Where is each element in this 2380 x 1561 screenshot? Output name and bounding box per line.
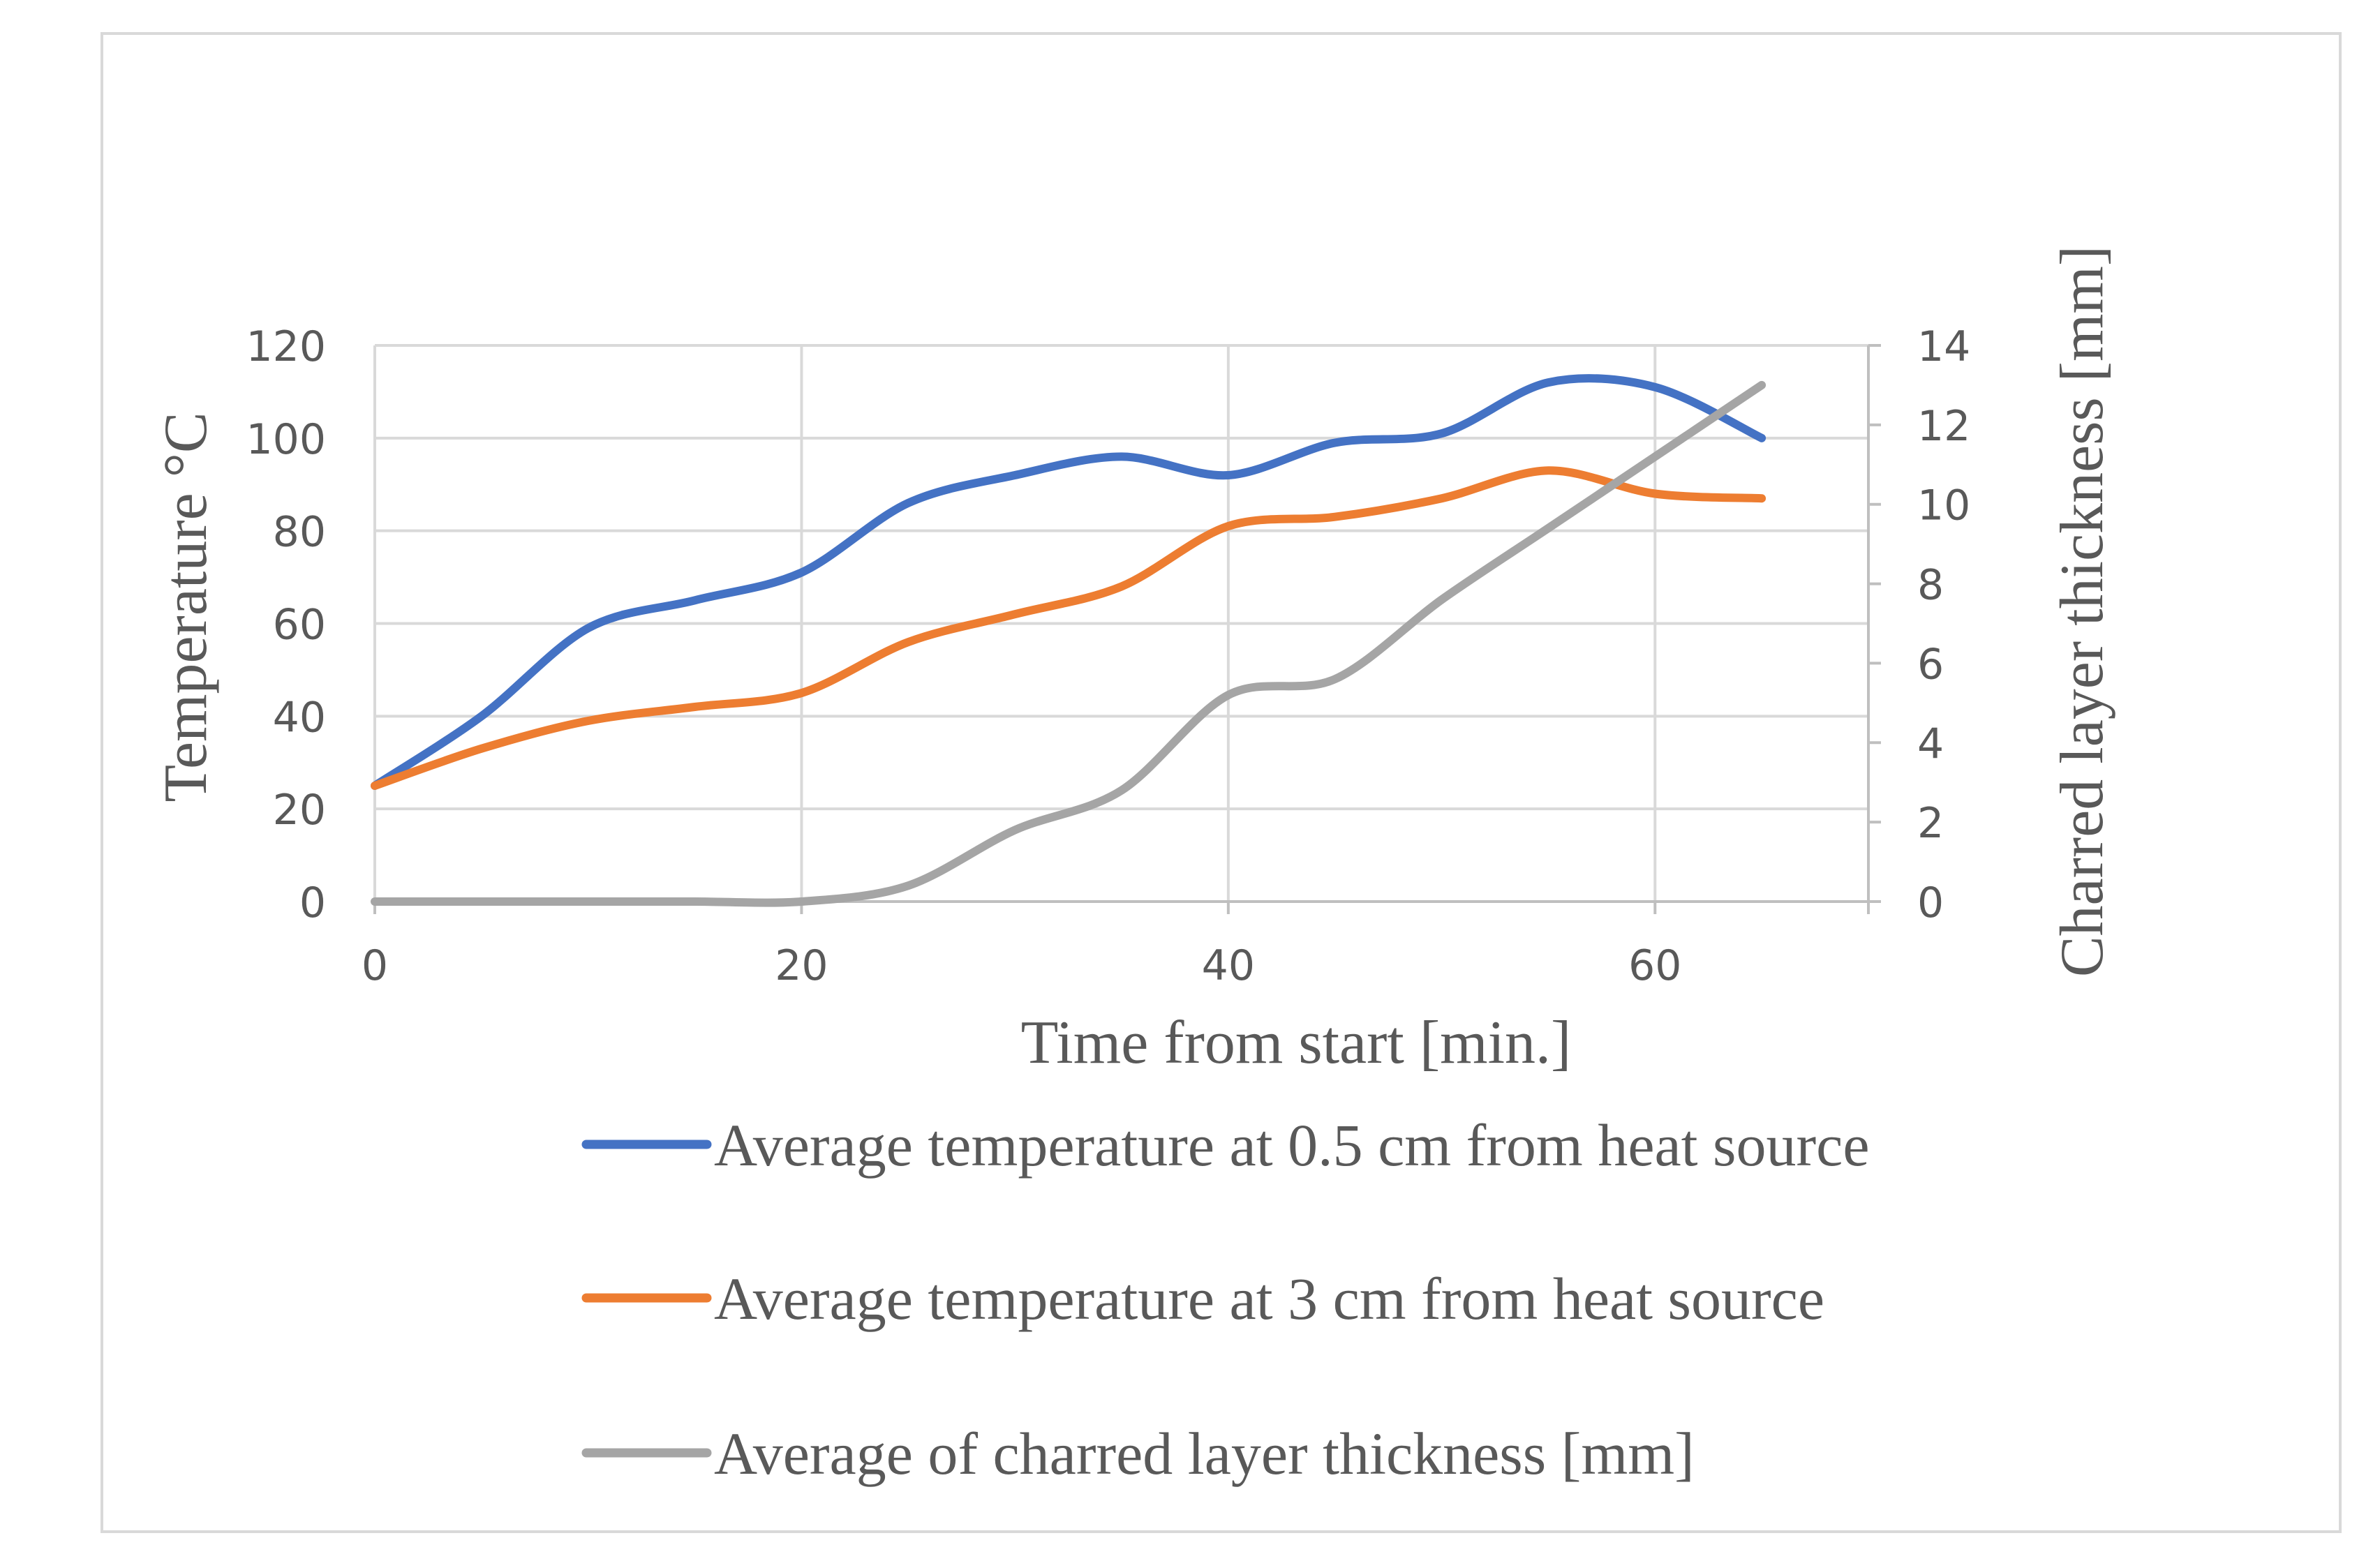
series-layer bbox=[371, 374, 1767, 907]
y-tick-label: 0 bbox=[299, 879, 326, 927]
x-axis-title: Time from start [min.] bbox=[1021, 1009, 1572, 1077]
x-tick-label: 20 bbox=[775, 941, 828, 990]
legend-item-charred-thickness: Average of charred layer thickness [mm] bbox=[581, 1420, 1695, 1487]
y2-tick-label: 10 bbox=[1917, 481, 1970, 530]
y2-tick-label: 12 bbox=[1917, 402, 1970, 451]
legend-item-temp-0-5cm: Average temperature at 0.5 cm from heat … bbox=[581, 1112, 1870, 1179]
y2-tick-label: 8 bbox=[1917, 561, 1944, 610]
y2-tick-label: 4 bbox=[1917, 719, 1944, 768]
legend-item-temp-3cm: Average temperature at 3 cm from heat so… bbox=[581, 1265, 1824, 1332]
legend-label-temp-0-5cm: Average temperature at 0.5 cm from heat … bbox=[714, 1112, 1870, 1179]
y-tick-label: 60 bbox=[273, 601, 326, 650]
legend-label-charred-thickness: Average of charred layer thickness [mm] bbox=[714, 1420, 1695, 1487]
y2-tick-label: 2 bbox=[1917, 799, 1944, 848]
y2-tick-label: 14 bbox=[1917, 322, 1970, 371]
y-axis-title: Temperature °C bbox=[152, 412, 220, 802]
x-tick-label: 60 bbox=[1628, 941, 1681, 990]
y-tick-label: 20 bbox=[273, 786, 326, 835]
x-tick-label: 0 bbox=[362, 941, 388, 990]
series-line-temp-3cm bbox=[371, 466, 1767, 790]
series-line-temp-0-5cm bbox=[371, 374, 1767, 790]
series-line-charred-thickness bbox=[371, 380, 1767, 907]
legend-label-temp-3cm: Average temperature at 3 cm from heat so… bbox=[714, 1265, 1824, 1332]
y2-tick-label: 6 bbox=[1917, 640, 1944, 689]
y-tick-label: 80 bbox=[273, 508, 326, 557]
x-tick-label: 40 bbox=[1202, 941, 1255, 990]
y-tick-label: 120 bbox=[246, 322, 326, 371]
legend: Average temperature at 0.5 cm from heat … bbox=[581, 1112, 1870, 1487]
chart-frame bbox=[101, 32, 2342, 1533]
y-tick-label: 40 bbox=[273, 693, 326, 742]
y2-tick-label: 0 bbox=[1917, 879, 1944, 927]
y2-axis-title: Charred layer thickness [mm] bbox=[2048, 246, 2116, 977]
y-tick-label: 100 bbox=[246, 415, 326, 464]
tick-layer: 0 20 40 60 80 100 120 0 2 4 6 8 10 12 14 0 20 40 60 bbox=[246, 322, 1970, 990]
